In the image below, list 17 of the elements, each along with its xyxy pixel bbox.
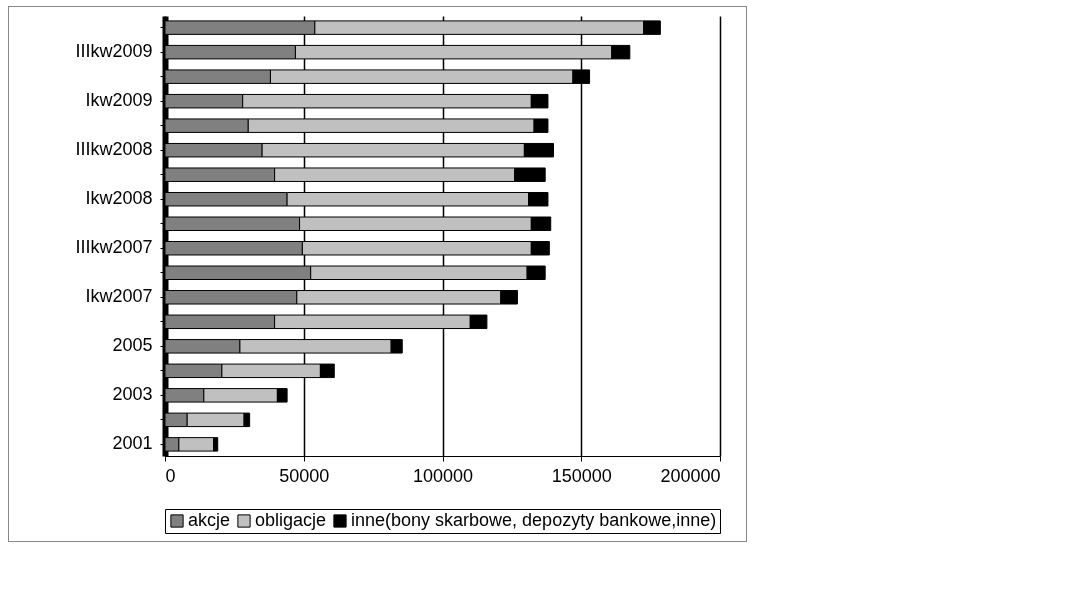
y-tick-label: 2003 — [112, 384, 153, 405]
legend-label: obligacje — [255, 510, 327, 530]
y-tick-label: Ikw2008 — [85, 188, 153, 209]
legend-label: inne(bony skarbowe, depozyty bankowe,inne) — [351, 510, 717, 530]
y-tick-label: IIIkw2008 — [75, 139, 153, 160]
x-tick-label: 100000 — [412, 465, 474, 486]
y-tick-label: 2005 — [112, 335, 153, 356]
x-tick-label: 50000 — [279, 465, 330, 486]
y-tick-label: Ikw2007 — [85, 286, 153, 307]
y-tick-label: Ikw2009 — [85, 90, 153, 111]
legend-label: akcje — [188, 510, 231, 530]
x-tick-label: 0 — [165, 465, 176, 486]
y-tick-label: IIIkw2007 — [75, 237, 153, 258]
x-tick-label: 200000 — [660, 465, 721, 486]
y-tick-label: IIIkw2009 — [75, 41, 153, 62]
x-tick-label: 150000 — [551, 465, 612, 486]
y-tick-label: 2001 — [112, 433, 153, 454]
